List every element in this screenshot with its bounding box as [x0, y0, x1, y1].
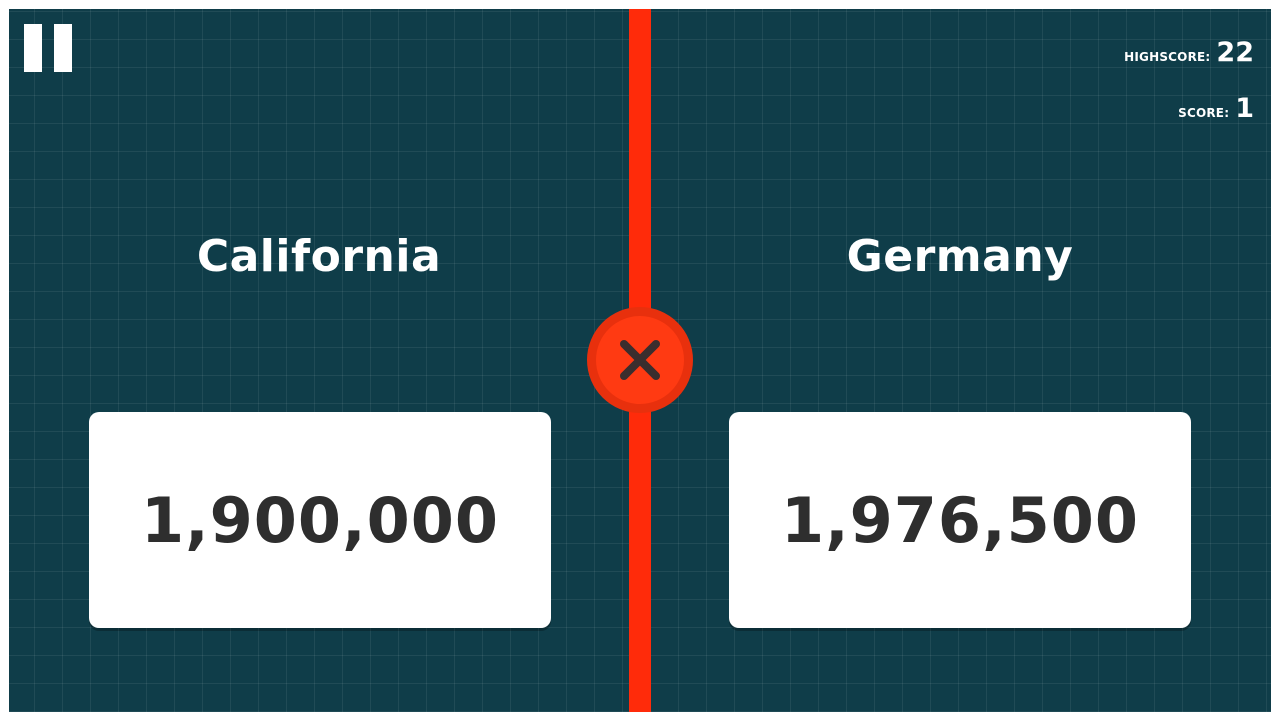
score-label: SCORE:: [1178, 106, 1230, 120]
result-badge-inner: [596, 316, 684, 404]
pause-button[interactable]: [24, 24, 72, 72]
score-value: 1: [1235, 93, 1254, 124]
right-value: 1,976,500: [780, 483, 1140, 557]
left-value: 1,900,000: [140, 483, 500, 557]
close-icon: [620, 340, 660, 380]
highscore-display: HIGHSCORE: 22: [1124, 39, 1254, 66]
highscore-value: 22: [1216, 37, 1254, 68]
highscore-label: HIGHSCORE:: [1124, 50, 1211, 64]
left-item-name: California: [196, 231, 442, 282]
right-value-card: 1,976,500: [729, 412, 1191, 628]
score-display: SCORE: 1: [1178, 95, 1254, 122]
left-value-card: 1,900,000: [89, 412, 551, 628]
game-board: HIGHSCORE: 22 SCORE: 1 California German…: [9, 9, 1271, 712]
result-badge: [587, 307, 693, 413]
right-item-name: Germany: [846, 231, 1074, 282]
